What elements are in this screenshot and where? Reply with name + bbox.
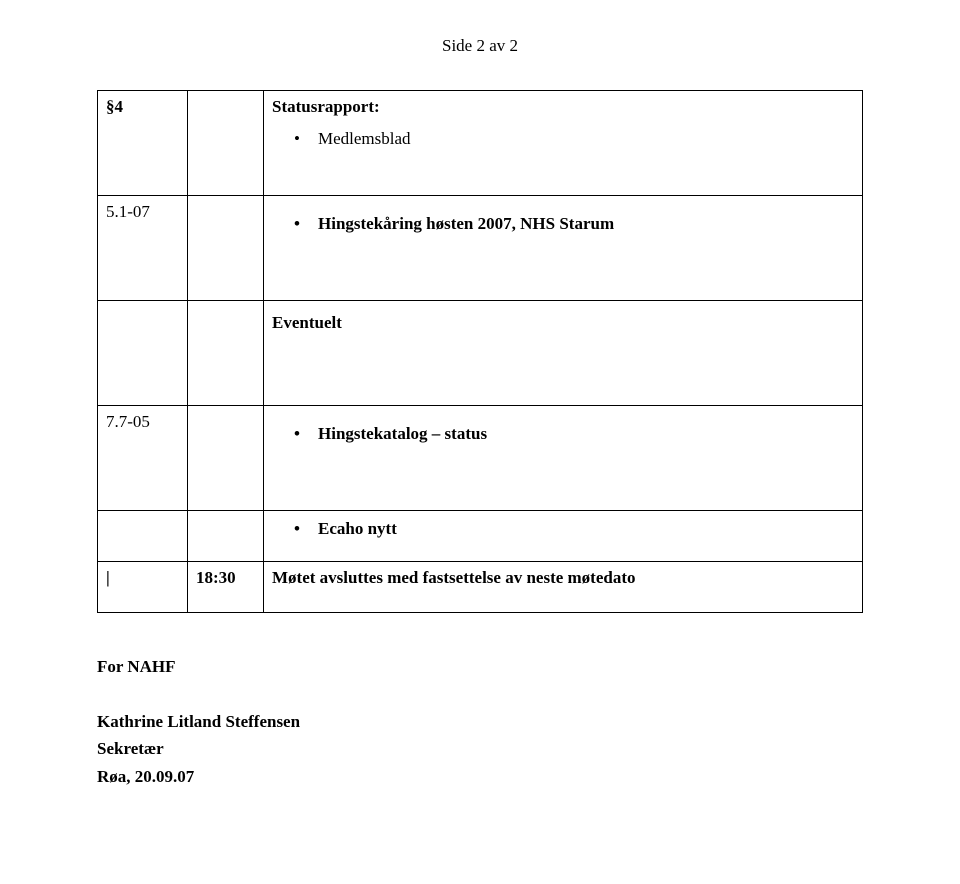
end-time: 18:30	[196, 568, 236, 587]
table-row: Eventuelt	[98, 301, 863, 406]
table-row: 7.7-05 Hingstekatalog – status	[98, 406, 863, 511]
page: Side 2 av 2 §4 Statusrapport: Medlemsbla…	[0, 0, 960, 884]
page-header: Side 2 av 2	[97, 36, 863, 56]
bullet-item: Ecaho nytt	[272, 517, 854, 541]
cell-content: Eventuelt	[264, 301, 863, 406]
cell-section: §4	[98, 91, 188, 196]
table-row: | 18:30 Møtet avsluttes med fastsettelse…	[98, 562, 863, 613]
signature-role: Sekretær	[97, 735, 863, 762]
bullet-list: Ecaho nytt	[272, 517, 854, 541]
bullet-list: Hingstekatalog – status	[272, 422, 854, 446]
pipe-mark: |	[106, 568, 110, 587]
signature-for: For NAHF	[97, 653, 863, 680]
bullet-list: Medlemsblad	[272, 127, 854, 151]
cell-time: 18:30	[188, 562, 264, 613]
bullet-item: Hingstekatalog – status	[272, 422, 854, 446]
bullet-item: Medlemsblad	[272, 127, 854, 151]
cell-section: 7.7-05	[98, 406, 188, 511]
signature-place-date: Røa, 20.09.07	[97, 763, 863, 790]
closing-text: Møtet avsluttes med fastsettelse av nest…	[272, 568, 636, 587]
status-label: Statusrapport:	[272, 97, 380, 116]
table-row: 5.1-07 Hingstekåring høsten 2007, NHS St…	[98, 196, 863, 301]
cell-time	[188, 91, 264, 196]
signature-block: For NAHF Kathrine Litland Steffensen Sek…	[97, 653, 863, 790]
cell-section	[98, 511, 188, 562]
table-row: Ecaho nytt	[98, 511, 863, 562]
cell-time	[188, 511, 264, 562]
eventuelt-label: Eventuelt	[272, 313, 342, 332]
table-row: §4 Statusrapport: Medlemsblad	[98, 91, 863, 196]
cell-section	[98, 301, 188, 406]
cell-content: Møtet avsluttes med fastsettelse av nest…	[264, 562, 863, 613]
agenda-table: §4 Statusrapport: Medlemsblad 5.1-07 Hin…	[97, 90, 863, 613]
cell-time	[188, 196, 264, 301]
section-ref: §4	[106, 97, 123, 116]
cell-content: Ecaho nytt	[264, 511, 863, 562]
cell-section: 5.1-07	[98, 196, 188, 301]
cell-content: Hingstekatalog – status	[264, 406, 863, 511]
cell-section: |	[98, 562, 188, 613]
cell-time	[188, 301, 264, 406]
bullet-list: Hingstekåring høsten 2007, NHS Starum	[272, 212, 854, 236]
signature-name: Kathrine Litland Steffensen	[97, 708, 863, 735]
bullet-item: Hingstekåring høsten 2007, NHS Starum	[272, 212, 854, 236]
cell-time	[188, 406, 264, 511]
cell-content: Statusrapport: Medlemsblad	[264, 91, 863, 196]
cell-content: Hingstekåring høsten 2007, NHS Starum	[264, 196, 863, 301]
